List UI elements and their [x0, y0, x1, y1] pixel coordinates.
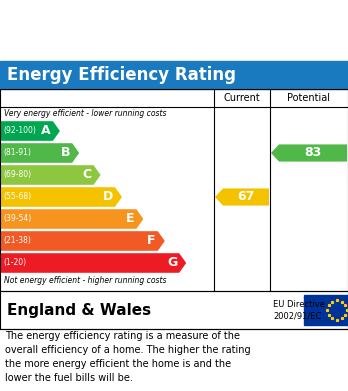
Text: Current: Current — [224, 93, 260, 103]
Text: (92-100): (92-100) — [3, 127, 36, 136]
Text: (21-38): (21-38) — [3, 237, 31, 246]
Text: EU Directive
2002/91/EC: EU Directive 2002/91/EC — [273, 300, 325, 320]
Text: England & Wales: England & Wales — [7, 303, 151, 317]
Text: B: B — [61, 147, 70, 160]
Text: 83: 83 — [304, 147, 322, 160]
Text: Not energy efficient - higher running costs: Not energy efficient - higher running co… — [4, 276, 166, 285]
Polygon shape — [0, 143, 79, 163]
Polygon shape — [0, 231, 165, 251]
Bar — [0, 291, 348, 329]
Text: 67: 67 — [237, 190, 255, 203]
Text: Very energy efficient - lower running costs: Very energy efficient - lower running co… — [4, 109, 166, 118]
Polygon shape — [215, 188, 269, 206]
Text: (39-54): (39-54) — [3, 215, 31, 224]
Polygon shape — [0, 209, 143, 229]
Bar — [0, 89, 348, 291]
Text: E: E — [126, 212, 134, 226]
Text: A: A — [41, 124, 51, 138]
Polygon shape — [0, 187, 122, 207]
Text: The energy efficiency rating is a measure of the
overall efficiency of a home. T: The energy efficiency rating is a measur… — [5, 331, 251, 383]
Bar — [304, 295, 348, 325]
Text: C: C — [82, 169, 92, 181]
Bar — [0, 61, 348, 89]
Text: (69-80): (69-80) — [3, 170, 31, 179]
Text: (55-68): (55-68) — [3, 192, 31, 201]
Text: G: G — [167, 256, 177, 269]
Text: (81-91): (81-91) — [3, 149, 31, 158]
Text: F: F — [147, 235, 156, 248]
Text: (1-20): (1-20) — [3, 258, 26, 267]
Text: Potential: Potential — [287, 93, 331, 103]
Text: D: D — [103, 190, 113, 203]
Text: Energy Efficiency Rating: Energy Efficiency Rating — [7, 66, 236, 84]
Polygon shape — [0, 121, 60, 141]
Polygon shape — [271, 144, 347, 161]
Polygon shape — [0, 165, 101, 185]
Polygon shape — [0, 253, 186, 273]
